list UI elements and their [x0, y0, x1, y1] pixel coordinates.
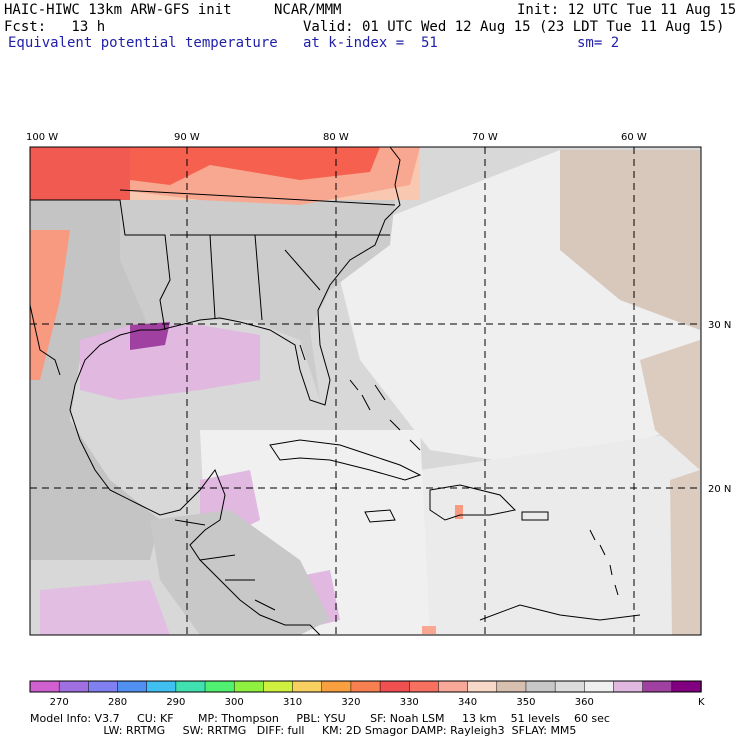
colorbar-tick-label: 270 — [50, 697, 69, 708]
smoothing-label: sm= 2 — [577, 35, 620, 51]
colorbar-tick-label: 330 — [400, 697, 419, 708]
theta-e-field — [30, 147, 701, 635]
colorbar-tick-label: 310 — [283, 697, 302, 708]
init-time: Init: 12 UTC Tue 11 Aug 15 — [517, 2, 737, 18]
colorbar-swatch — [204, 680, 235, 693]
lat-label-20n: 20 N — [708, 484, 731, 495]
colorbar-swatch — [263, 680, 294, 693]
colorbar-swatch — [117, 680, 148, 693]
colorbar-swatch — [350, 680, 381, 693]
level-label: at k-index = 51 — [303, 35, 438, 51]
colorbar-swatch — [233, 680, 265, 693]
colorbar-tick-label: 350 — [516, 697, 535, 708]
colorbar-swatch — [671, 680, 702, 693]
colorbar-swatch — [58, 680, 90, 693]
colorbar-swatch — [496, 680, 527, 693]
lon-label-70w: 70 W — [472, 132, 498, 143]
colorbar-labels: 270 280 290 300 310 320 330 340 350 360 — [50, 697, 594, 708]
colorbar — [29, 680, 702, 693]
lon-label-60w: 60 W — [621, 132, 647, 143]
colorbar-tick-label: 320 — [341, 697, 360, 708]
colorbar-swatch — [409, 680, 440, 693]
colorbar-swatch — [175, 680, 206, 693]
colorbar-swatch — [146, 680, 177, 693]
valid-time: Valid: 01 UTC Wed 12 Aug 15 (23 LDT Tue … — [303, 19, 725, 35]
colorbar-swatch — [29, 680, 60, 693]
colorbar-swatch — [554, 680, 586, 693]
colorbar-tick-label: 300 — [225, 697, 244, 708]
lat-label-30n: 30 N — [708, 320, 731, 331]
forecast-hour: Fcst: 13 h — [4, 19, 106, 35]
lon-label-100w: 100 W — [26, 132, 58, 143]
colorbar-swatch — [438, 680, 469, 693]
colorbar-swatch — [613, 680, 644, 693]
model-info-line2: LW: RRTMG SW: RRTMG DIFF: full KM: 2D Sm… — [30, 724, 577, 737]
colorbar-swatch — [467, 680, 498, 693]
field-name: Equivalent potential temperature — [8, 35, 278, 51]
colorbar-frame — [29, 680, 702, 693]
colorbar-swatch — [584, 680, 615, 693]
colorbar-unit: K — [698, 697, 705, 708]
colorbar-tick-label: 290 — [166, 697, 185, 708]
model-info-line1: Model Info: V3.7 CU: KF MP: Thompson PBL… — [30, 712, 610, 725]
colorbar-tick-label: 280 — [108, 697, 127, 708]
graticule — [30, 147, 701, 635]
colorbar-swatch — [525, 680, 556, 693]
coastlines — [30, 147, 641, 635]
colorbar-swatch — [379, 680, 411, 693]
colorbar-swatch — [88, 680, 119, 693]
colorbar-tick-label: 340 — [458, 697, 477, 708]
model-title: HAIC-HIWC 13km ARW-GFS init — [4, 2, 232, 18]
map-frame — [29, 146, 702, 636]
colorbar-swatch — [321, 680, 352, 693]
lon-label-90w: 90 W — [174, 132, 200, 143]
colorbar-tick-label: 360 — [575, 697, 594, 708]
org-label: NCAR/MMM — [274, 2, 342, 18]
colorbar-swatch — [642, 680, 673, 693]
colorbar-swatch — [292, 680, 323, 693]
lon-label-80w: 80 W — [323, 132, 349, 143]
